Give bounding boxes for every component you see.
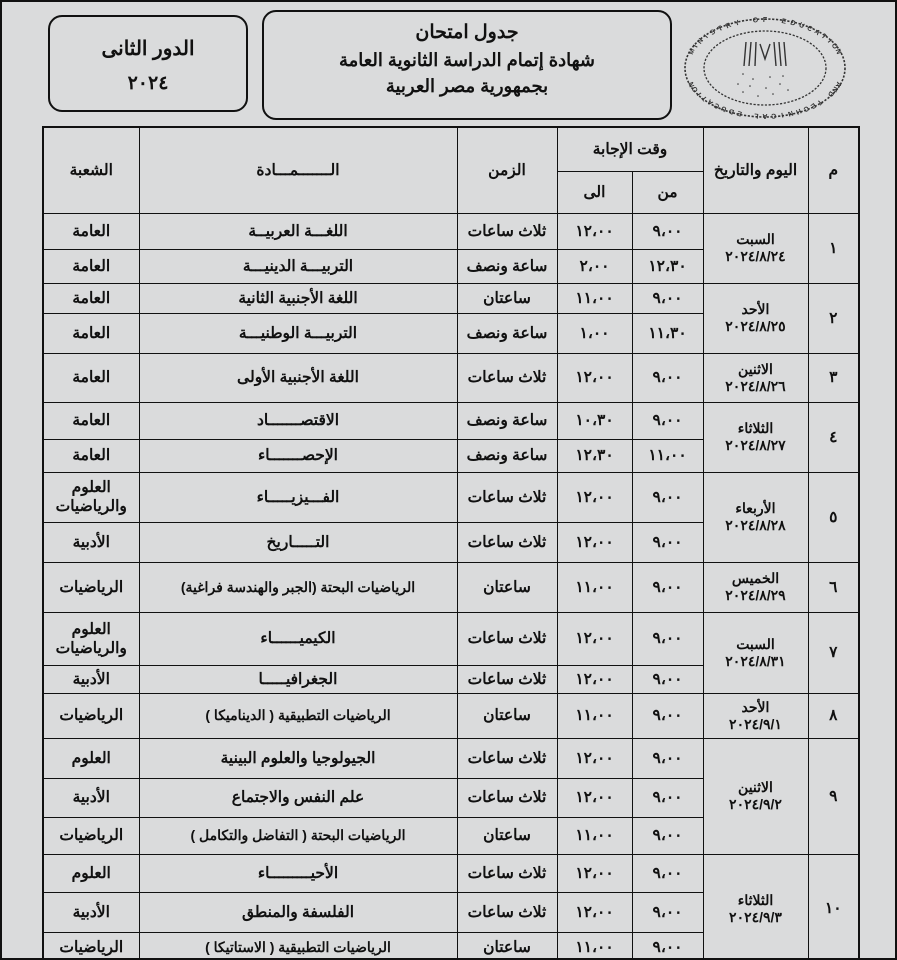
svg-text:F: F <box>763 17 768 24</box>
svg-text:S: S <box>709 28 717 37</box>
svg-text:C: C <box>771 111 777 119</box>
svg-text:H: H <box>795 107 803 115</box>
svg-text:E: E <box>736 109 743 117</box>
svg-text:I: I <box>826 39 833 45</box>
svg-text:I: I <box>703 34 710 40</box>
svg-text:I: I <box>692 44 699 49</box>
svg-text:A: A <box>762 112 767 119</box>
svg-text:M: M <box>688 48 697 56</box>
svg-text:T: T <box>717 25 725 34</box>
svg-text:N: N <box>834 48 842 55</box>
svg-text:U: U <box>798 22 806 31</box>
svg-text:N: N <box>696 37 705 45</box>
svg-text:C: C <box>802 104 810 113</box>
svg-text:L: L <box>753 111 759 119</box>
svg-text:N: N <box>688 81 696 88</box>
svg-text:N: N <box>787 109 794 117</box>
svg-text:D: D <box>789 19 796 27</box>
svg-text:E: E <box>781 18 788 26</box>
svg-text:I: I <box>780 111 783 118</box>
svg-text:O: O <box>752 17 759 25</box>
